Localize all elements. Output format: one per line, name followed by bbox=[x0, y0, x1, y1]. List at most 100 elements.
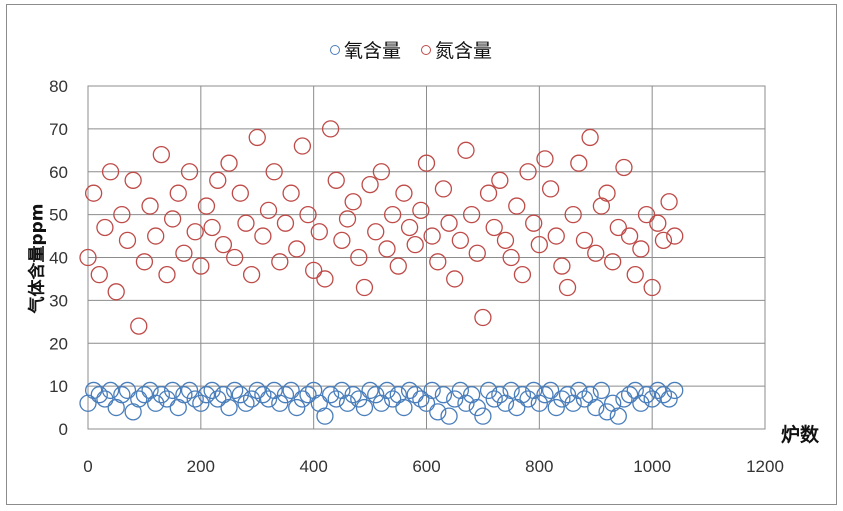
data-point bbox=[118, 381, 137, 400]
data-point bbox=[412, 390, 430, 408]
data-point bbox=[400, 218, 419, 237]
data-point bbox=[632, 240, 650, 258]
data-point bbox=[383, 205, 402, 224]
data-point bbox=[457, 141, 475, 159]
data-point bbox=[479, 381, 498, 400]
data-point bbox=[293, 390, 312, 408]
data-point bbox=[513, 265, 532, 284]
data-point bbox=[547, 227, 565, 245]
data-point bbox=[288, 398, 306, 417]
data-point bbox=[84, 184, 103, 202]
data-point bbox=[666, 381, 684, 400]
data-point bbox=[530, 235, 548, 254]
data-point bbox=[434, 386, 453, 404]
data-point bbox=[130, 317, 148, 335]
data-point bbox=[163, 381, 182, 400]
data-point bbox=[491, 171, 509, 189]
data-point bbox=[282, 381, 300, 400]
data-point bbox=[395, 184, 413, 202]
data-point bbox=[626, 381, 644, 400]
data-point bbox=[192, 257, 210, 275]
legend: 氧含量 氮含量 bbox=[330, 36, 492, 63]
data-point bbox=[519, 390, 537, 408]
y-tick-label: 60 bbox=[49, 163, 68, 182]
legend-marker-oxygen bbox=[330, 44, 340, 55]
data-point bbox=[615, 390, 633, 408]
y-tick-label: 70 bbox=[49, 120, 68, 139]
data-point bbox=[632, 394, 650, 412]
data-point bbox=[237, 214, 255, 232]
data-point bbox=[254, 386, 272, 404]
data-point bbox=[502, 381, 520, 400]
data-point bbox=[479, 184, 498, 202]
data-point bbox=[417, 154, 436, 172]
data-point bbox=[429, 403, 447, 421]
data-point bbox=[649, 381, 667, 400]
data-point bbox=[152, 386, 170, 404]
data-point bbox=[412, 201, 430, 219]
data-point bbox=[197, 386, 216, 404]
data-point bbox=[592, 197, 611, 215]
data-point bbox=[96, 390, 114, 408]
data-point bbox=[209, 390, 227, 408]
data-point bbox=[237, 394, 255, 412]
data-point bbox=[587, 398, 605, 417]
data-point bbox=[175, 386, 193, 404]
data-point bbox=[214, 386, 233, 404]
x-tick-label: 800 bbox=[525, 457, 553, 476]
data-point bbox=[186, 223, 204, 241]
data-point bbox=[525, 214, 543, 232]
data-point bbox=[259, 390, 278, 408]
data-point bbox=[276, 214, 295, 232]
data-point bbox=[338, 210, 357, 228]
data-point bbox=[220, 398, 238, 417]
data-point bbox=[299, 386, 317, 404]
data-point bbox=[496, 231, 515, 250]
data-point bbox=[649, 214, 667, 232]
data-point bbox=[604, 253, 622, 271]
data-point bbox=[423, 227, 441, 245]
data-point bbox=[152, 145, 170, 164]
data-point bbox=[130, 390, 148, 408]
data-point bbox=[333, 231, 351, 250]
y-axis-title: 气体含量ppm bbox=[27, 203, 48, 314]
data-point bbox=[592, 381, 611, 400]
data-point bbox=[169, 398, 187, 417]
data-point bbox=[383, 390, 402, 408]
data-point bbox=[598, 403, 616, 421]
x-tick-label: 600 bbox=[412, 457, 440, 476]
data-point bbox=[79, 248, 97, 267]
data-point bbox=[462, 205, 481, 224]
data-point bbox=[113, 386, 131, 404]
data-point bbox=[316, 407, 334, 425]
data-point bbox=[406, 386, 424, 404]
data-point bbox=[220, 154, 238, 172]
data-point bbox=[457, 394, 475, 412]
y-tick-label: 40 bbox=[49, 249, 68, 268]
legend-item-nitrogen[interactable]: 氮含量 bbox=[421, 36, 492, 63]
data-point bbox=[355, 278, 374, 297]
data-point bbox=[282, 184, 300, 202]
data-point bbox=[474, 308, 492, 327]
data-point bbox=[558, 386, 577, 404]
data-point bbox=[361, 381, 379, 400]
data-point bbox=[553, 257, 571, 275]
data-point bbox=[530, 394, 548, 412]
data-point bbox=[434, 180, 453, 198]
data-point bbox=[406, 235, 424, 254]
data-point bbox=[587, 244, 605, 262]
data-point bbox=[637, 386, 656, 404]
data-point bbox=[180, 381, 199, 400]
data-point bbox=[209, 171, 227, 189]
data-point bbox=[508, 197, 526, 215]
legend-item-oxygen[interactable]: 氧含量 bbox=[330, 36, 401, 63]
data-point bbox=[248, 128, 266, 147]
data-point bbox=[242, 390, 261, 408]
data-point bbox=[271, 394, 289, 412]
data-point bbox=[299, 205, 317, 224]
data-point bbox=[553, 390, 571, 408]
data-point bbox=[271, 253, 289, 271]
data-point bbox=[389, 386, 407, 404]
data-point bbox=[327, 171, 345, 189]
